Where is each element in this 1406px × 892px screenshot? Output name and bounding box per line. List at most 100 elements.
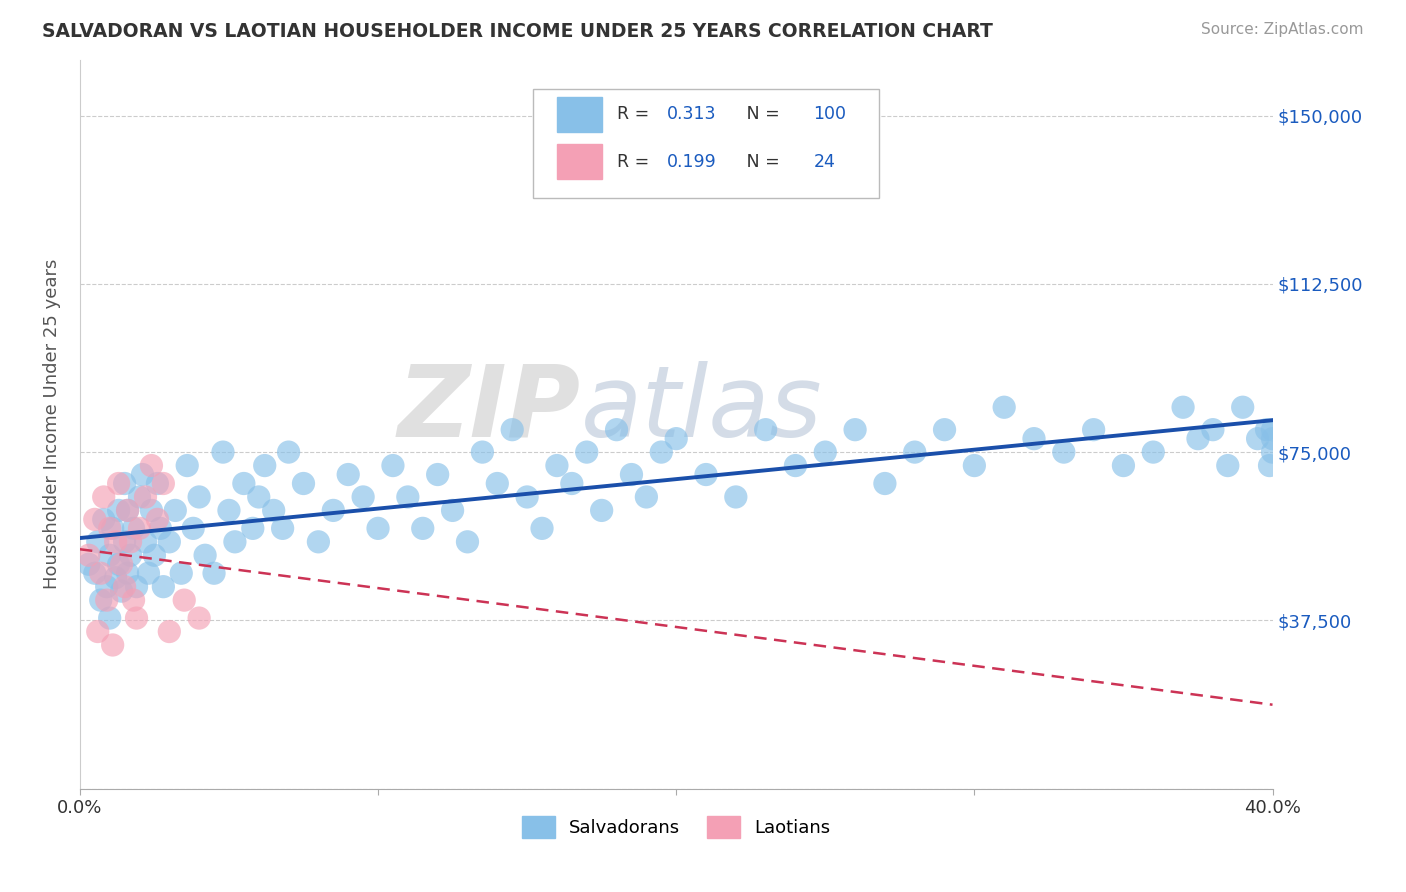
Point: [904, 445, 927, 459]
Point: [1261, 423, 1284, 437]
Point: [218, 503, 240, 517]
Point: [212, 445, 235, 459]
Point: [170, 566, 193, 581]
Point: [224, 534, 246, 549]
Text: N =: N =: [730, 105, 785, 123]
Point: [107, 503, 129, 517]
Point: [117, 503, 139, 517]
Point: [173, 593, 195, 607]
Point: [1261, 432, 1284, 446]
Point: [486, 476, 509, 491]
Point: [307, 534, 329, 549]
Point: [202, 566, 225, 581]
Text: 24: 24: [813, 153, 835, 170]
Point: [188, 611, 211, 625]
Point: [531, 521, 554, 535]
Point: [1112, 458, 1135, 473]
Point: [1258, 458, 1281, 473]
Point: [98, 521, 121, 535]
Point: [176, 458, 198, 473]
Point: [546, 458, 568, 473]
Point: [165, 503, 187, 517]
Point: [1216, 458, 1239, 473]
Point: [128, 490, 150, 504]
Point: [263, 503, 285, 517]
Point: [152, 580, 174, 594]
Point: [141, 458, 163, 473]
Point: [516, 490, 538, 504]
Point: [141, 503, 163, 517]
Point: [367, 521, 389, 535]
Point: [120, 534, 142, 549]
Text: N =: N =: [730, 153, 785, 170]
Point: [606, 423, 628, 437]
Point: [396, 490, 419, 504]
Point: [501, 423, 523, 437]
Point: [322, 503, 344, 517]
Point: [146, 476, 169, 491]
Point: [90, 593, 112, 607]
Point: [381, 458, 404, 473]
Text: 0.313: 0.313: [666, 105, 716, 123]
Point: [93, 512, 115, 526]
Point: [412, 521, 434, 535]
Point: [650, 445, 672, 459]
Point: [814, 445, 837, 459]
Point: [1171, 401, 1194, 415]
Point: [277, 445, 299, 459]
Point: [117, 566, 139, 581]
Point: [125, 611, 148, 625]
Point: [1256, 423, 1278, 437]
Point: [441, 503, 464, 517]
Point: [253, 458, 276, 473]
Point: [456, 534, 478, 549]
Point: [146, 512, 169, 526]
Point: [128, 521, 150, 535]
Point: [247, 490, 270, 504]
Point: [101, 521, 124, 535]
Y-axis label: Householder Income Under 25 years: Householder Income Under 25 years: [44, 259, 60, 590]
Point: [963, 458, 986, 473]
Point: [181, 521, 204, 535]
Point: [188, 490, 211, 504]
Point: [83, 512, 105, 526]
Text: SALVADORAN VS LAOTIAN HOUSEHOLDER INCOME UNDER 25 YEARS CORRELATION CHART: SALVADORAN VS LAOTIAN HOUSEHOLDER INCOME…: [42, 22, 993, 41]
Point: [125, 580, 148, 594]
Text: 0.199: 0.199: [666, 153, 717, 170]
Text: 100: 100: [813, 105, 846, 123]
Point: [114, 476, 136, 491]
Point: [110, 558, 132, 572]
Point: [143, 549, 166, 563]
Point: [83, 566, 105, 581]
Bar: [557, 145, 602, 179]
Point: [157, 534, 180, 549]
Text: Source: ZipAtlas.com: Source: ZipAtlas.com: [1201, 22, 1364, 37]
Point: [724, 490, 747, 504]
Point: [120, 549, 142, 563]
Point: [1142, 445, 1164, 459]
Point: [157, 624, 180, 639]
Point: [104, 534, 127, 549]
Point: [352, 490, 374, 504]
Point: [152, 476, 174, 491]
Point: [104, 571, 127, 585]
Point: [1083, 423, 1105, 437]
Point: [1202, 423, 1225, 437]
Point: [138, 566, 160, 581]
Point: [1261, 445, 1284, 459]
FancyBboxPatch shape: [533, 89, 879, 198]
Point: [149, 521, 172, 535]
Point: [98, 549, 121, 563]
Point: [575, 445, 598, 459]
Point: [131, 467, 153, 482]
Legend: Salvadorans, Laotians: Salvadorans, Laotians: [515, 809, 838, 845]
Point: [194, 549, 217, 563]
Text: R =: R =: [617, 105, 654, 123]
Point: [90, 566, 112, 581]
Point: [844, 423, 866, 437]
Point: [591, 503, 613, 517]
Point: [134, 534, 156, 549]
Point: [873, 476, 896, 491]
Point: [114, 580, 136, 594]
Point: [636, 490, 658, 504]
